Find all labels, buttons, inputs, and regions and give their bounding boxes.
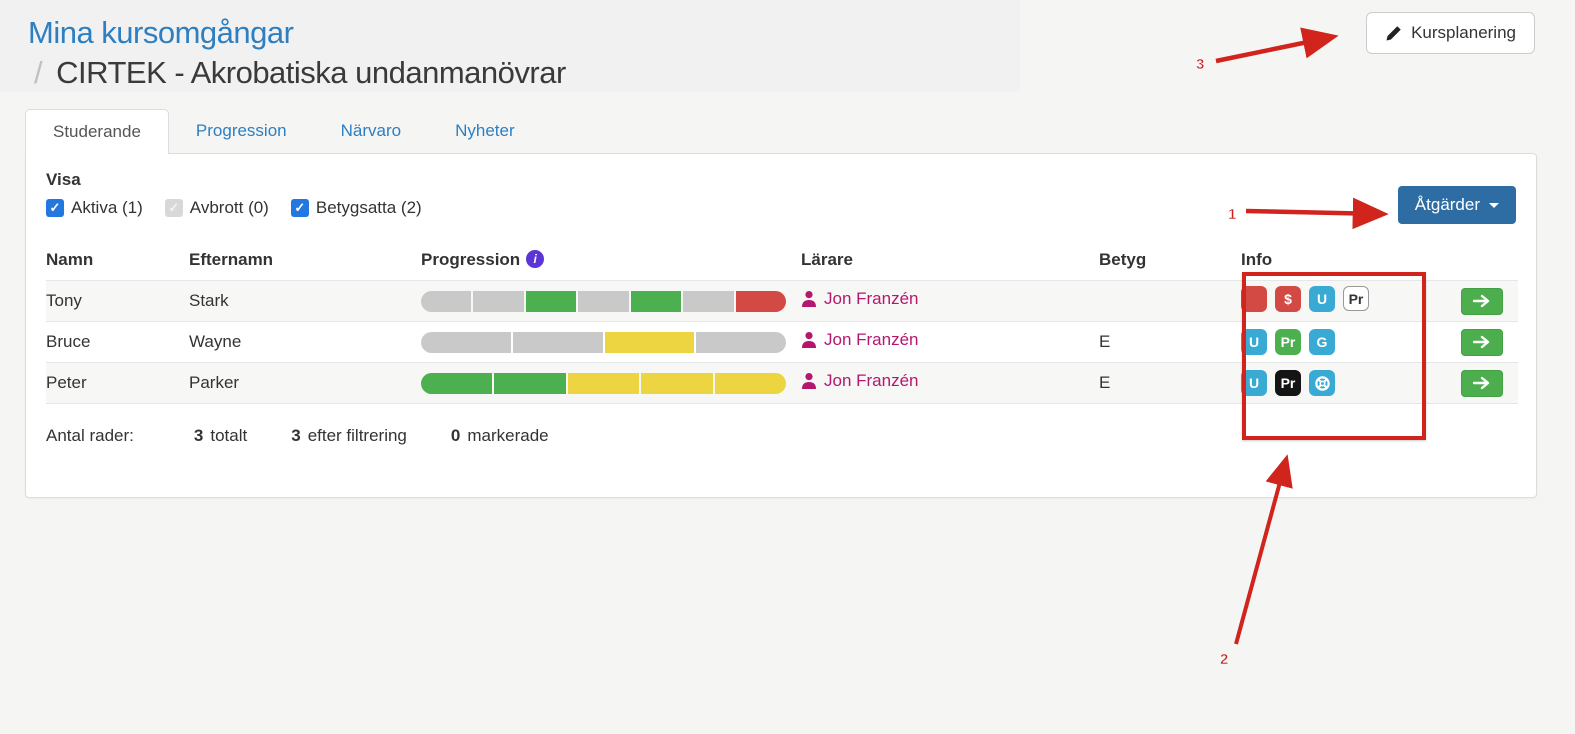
progress-segment-gray <box>578 290 629 312</box>
teacher-name: Jon Franzén <box>824 371 919 391</box>
teacher-name: Jon Franzén <box>824 330 919 350</box>
progress-segment-red <box>735 290 786 312</box>
col-header-efternamn[interactable]: Efternamn <box>189 250 274 270</box>
progress-segment-green <box>630 290 682 312</box>
progress-segment-green <box>421 372 493 394</box>
progression-bar <box>421 372 786 394</box>
filtered-label: efter filtrering <box>307 426 407 446</box>
info-badge-U: U <box>1309 285 1335 312</box>
checkbox-betygsatta[interactable]: ✓ Betygsatta (2) <box>290 198 422 218</box>
checkbox-avbrott-label: Avbrott (0) <box>189 198 269 218</box>
marked-count: 0 <box>450 426 461 446</box>
checkbox-aktiva-label: Aktiva (1) <box>71 198 143 218</box>
chevron-down-icon <box>1489 202 1499 208</box>
person-icon <box>801 331 817 349</box>
total-count: 3 <box>193 426 204 446</box>
checkbox-aktiva-box[interactable]: ✓ <box>46 199 64 218</box>
tab-bar: Studerande Progression Närvaro Nyheter <box>25 109 1575 155</box>
teacher-link[interactable]: Jon Franzén <box>801 371 919 391</box>
total-label: totalt <box>210 426 248 446</box>
row-count-label: Antal rader: <box>46 426 134 446</box>
open-student-button[interactable] <box>1461 369 1503 397</box>
info-badge-$: $ <box>1275 285 1301 312</box>
progress-segment-gray <box>421 331 511 353</box>
checkbox-avbrott[interactable]: ✓ Avbrott (0) <box>164 198 269 218</box>
cell-betyg <box>1099 281 1241 322</box>
kursplanering-button[interactable]: Kursplanering <box>1366 12 1535 54</box>
breadcrumb: / CIRTEK - Akrobatiska undanmanövrar <box>28 53 1575 93</box>
checkbox-aktiva[interactable]: ✓ Aktiva (1) <box>46 198 143 218</box>
breadcrumb-current: CIRTEK - Akrobatiska undanmanövrar <box>56 54 566 90</box>
marked-label: markerade <box>467 426 549 446</box>
row-count-footer: Antal rader: 3 totalt 3 efter filtrering 0… <box>46 426 1516 446</box>
teacher-name: Jon Franzén <box>824 289 919 309</box>
progress-segment-green <box>494 372 566 394</box>
col-header-larare[interactable]: Lärare <box>801 250 853 270</box>
page-header: Mina kursomgångar / CIRTEK - Akrobatiska … <box>0 0 1575 93</box>
progress-segment-gray <box>421 290 472 312</box>
annotation-box-info-column <box>1242 272 1426 440</box>
info-badge-Pr: Pr <box>1275 329 1301 356</box>
info-badge-Pr: Pr <box>1275 370 1301 397</box>
progress-segment-yellow <box>567 372 640 394</box>
progress-segment-yellow <box>604 331 695 353</box>
col-header-progression[interactable]: Progression i <box>421 244 801 281</box>
atgarder-label: Åtgärder <box>1414 195 1480 215</box>
open-student-button[interactable] <box>1461 287 1503 315</box>
tab-nyheter[interactable]: Nyheter <box>455 121 515 141</box>
info-badges: U Pr <box>1241 370 1335 397</box>
person-icon <box>801 290 817 308</box>
col-header-info[interactable]: Info <box>1241 250 1273 270</box>
filtered-count: 3 <box>291 426 301 446</box>
progress-segment-gray <box>683 290 734 312</box>
atgarder-dropdown-button[interactable]: Åtgärder <box>1397 186 1516 225</box>
col-header-namn[interactable]: Namn <box>46 250 94 270</box>
breadcrumb-separator: / <box>34 54 43 90</box>
checkbox-betygsatta-label: Betygsatta (2) <box>315 198 422 218</box>
tab-progression[interactable]: Progression <box>195 121 287 141</box>
cell-efternamn: Wayne <box>189 332 242 352</box>
checkbox-betygsatta-box[interactable]: ✓ <box>290 199 309 218</box>
progression-bar <box>421 331 786 353</box>
filter-heading: Visa <box>46 170 81 190</box>
table-row[interactable]: Bruce Wayne Jon Franzén E U Pr G <box>46 321 1518 363</box>
cell-namn: Peter <box>46 373 87 393</box>
tab-narvaro[interactable]: Närvaro <box>340 121 402 141</box>
tab-studerande[interactable]: Studerande <box>25 109 169 155</box>
annotation-label-2: 2 <box>1220 651 1228 668</box>
progress-segment-yellow <box>714 372 786 394</box>
cell-betyg: E <box>1099 373 1111 393</box>
progress-segment-yellow <box>641 372 713 394</box>
pencil-icon <box>1385 25 1402 42</box>
progress-segment-gray <box>696 331 786 353</box>
cell-namn: Tony <box>46 291 82 311</box>
page-title[interactable]: Mina kursomgångar <box>28 15 294 50</box>
header-highlight-band <box>0 0 1020 92</box>
kursplanering-label: Kursplanering <box>1411 23 1516 42</box>
life-ring-icon <box>1309 370 1335 397</box>
table-row[interactable]: Tony Stark Jon Franzén $ U Pr <box>46 280 1518 322</box>
progression-bar <box>421 290 786 312</box>
teacher-link[interactable]: Jon Franzén <box>801 330 919 350</box>
info-badge-Pr: Pr <box>1343 286 1369 312</box>
cell-namn: Bruce <box>46 332 91 352</box>
progress-segment-green <box>525 290 577 312</box>
open-student-button[interactable] <box>1461 328 1503 356</box>
checkbox-avbrott-box[interactable]: ✓ <box>164 199 183 218</box>
table-header-row: Namn Efternamn Progression i Lärare Betyg… <box>46 244 1518 281</box>
cell-efternamn: Stark <box>189 291 229 311</box>
cell-betyg: E <box>1099 332 1111 352</box>
progress-segment-gray <box>512 331 603 353</box>
info-badge-G: G <box>1309 329 1335 356</box>
progress-segment-gray <box>473 290 524 312</box>
person-icon <box>801 372 817 390</box>
info-circle-icon[interactable]: i <box>526 250 545 269</box>
students-table: Namn Efternamn Progression i Lärare Betyg… <box>46 244 1518 404</box>
teacher-link[interactable]: Jon Franzén <box>801 289 919 309</box>
table-row[interactable]: Peter Parker Jon Franzén E U Pr <box>46 362 1518 404</box>
cell-efternamn: Parker <box>189 373 240 393</box>
filter-checkbox-row: ✓ Aktiva (1) ✓ Avbrott (0) ✓ Betygsatta … <box>46 198 1516 218</box>
col-header-betyg[interactable]: Betyg <box>1099 250 1147 270</box>
